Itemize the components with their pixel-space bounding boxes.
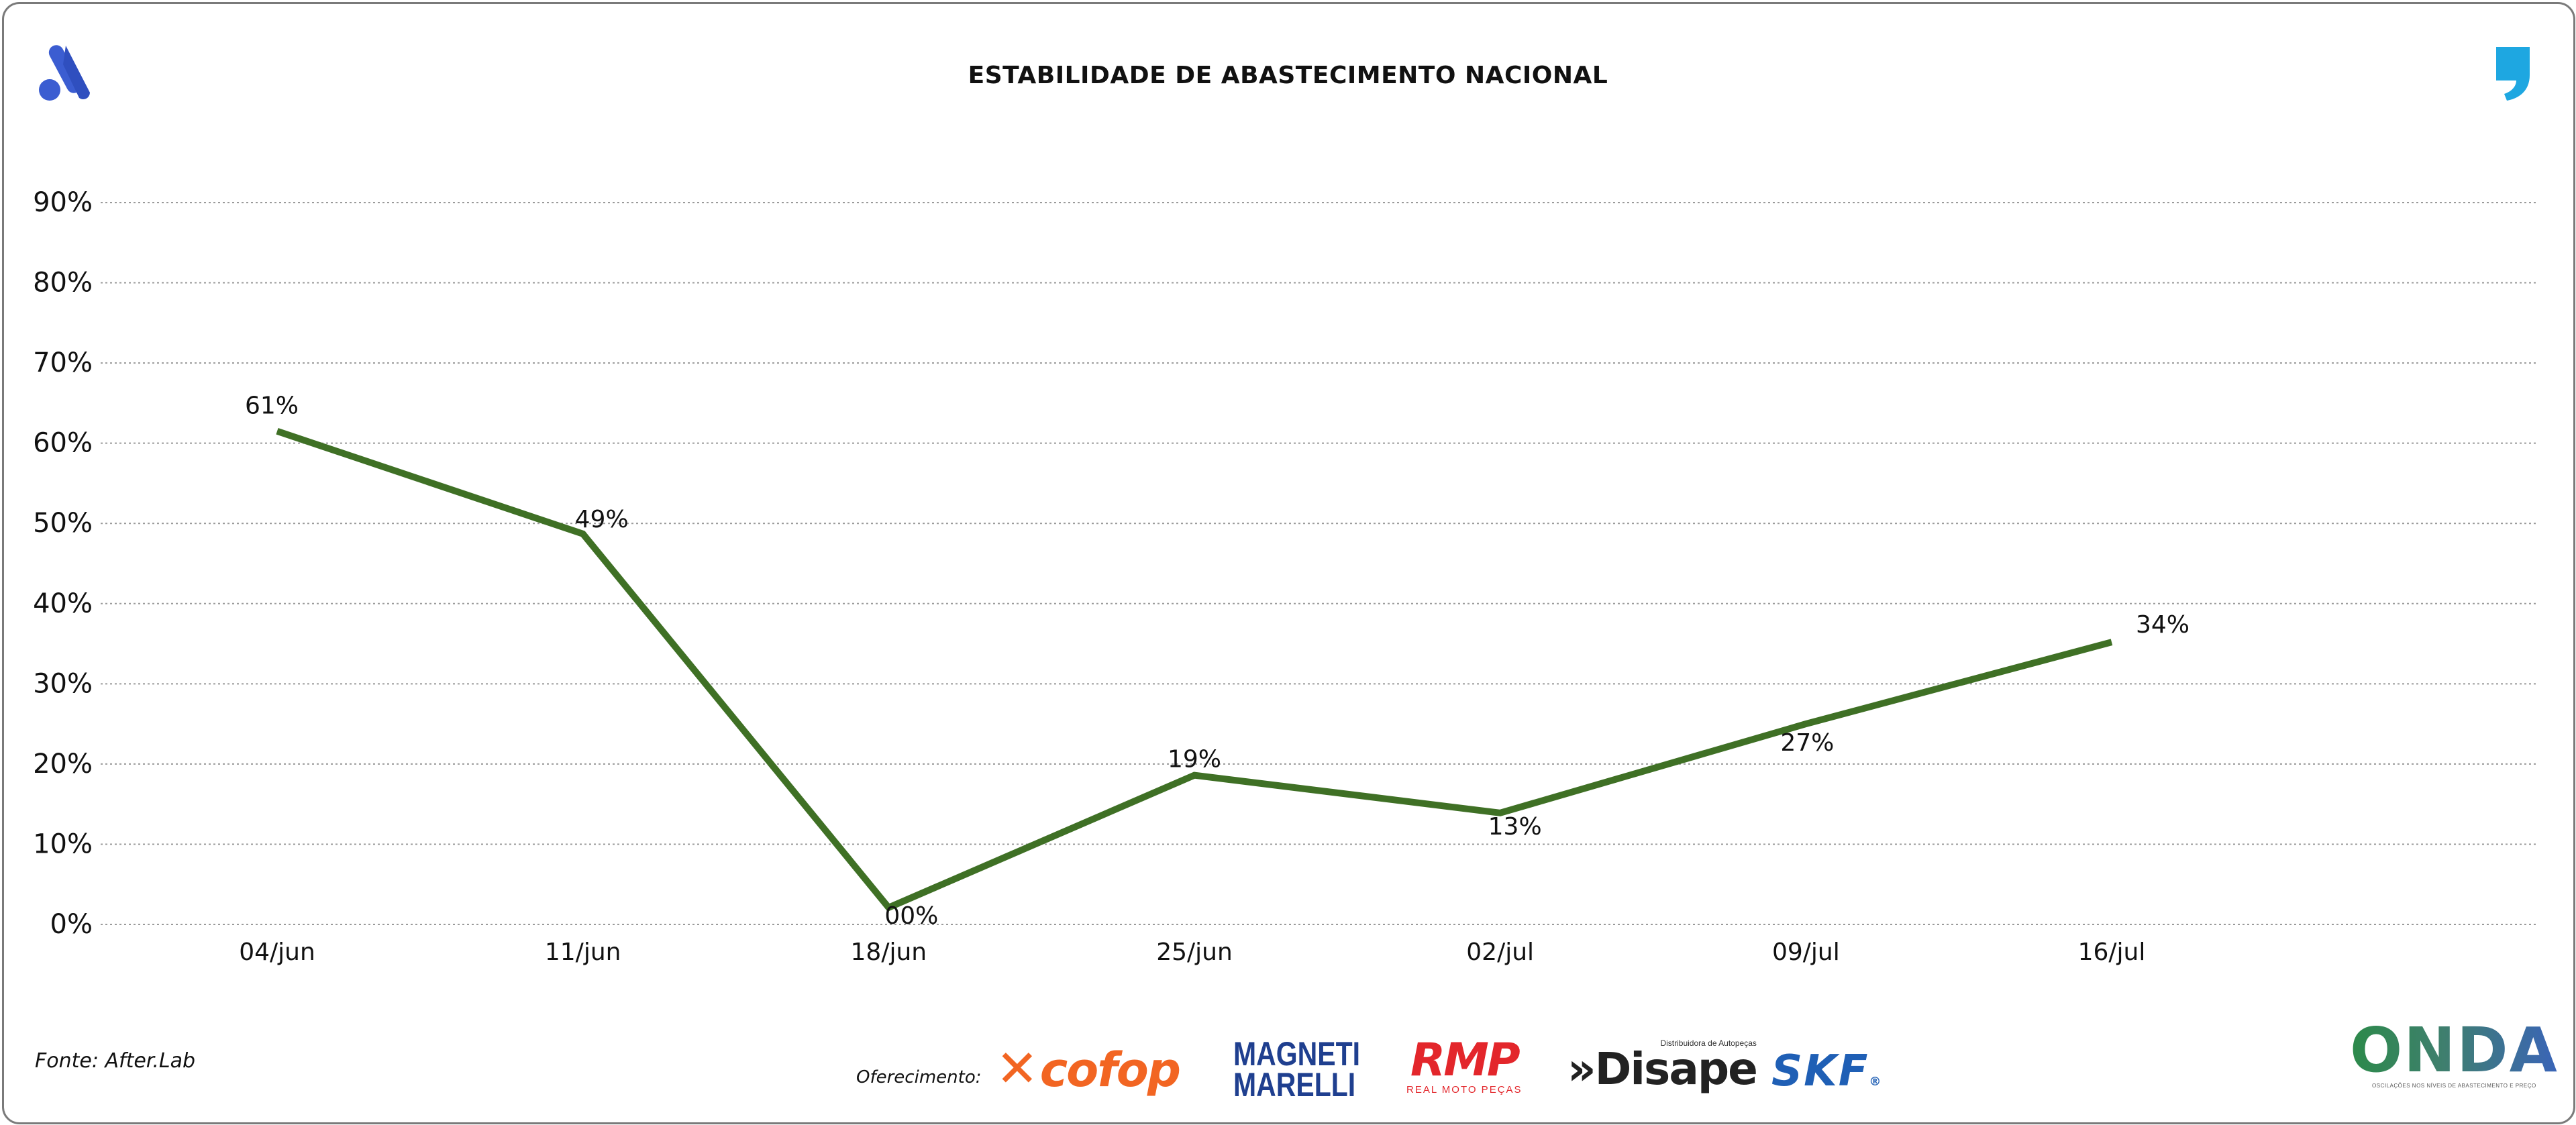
data-label: 34% [2136, 611, 2189, 639]
onda-logo-text: ONDA [2350, 1014, 2559, 1086]
magneti-marelli-logo: MAGNETI MARELLI [1233, 1035, 1361, 1104]
rmp-logo: RMP REAL MOTO PEÇAS [1406, 1034, 1523, 1096]
y-tick-label: 20% [33, 749, 93, 780]
skf-logo: SKF® [1771, 1047, 1882, 1096]
y-tick-label: 40% [33, 588, 93, 619]
x-tick-label: 11/jun [545, 939, 621, 966]
a-brand-logo-icon [39, 45, 90, 101]
data-label: 27% [1780, 729, 1834, 757]
series-layer [276, 427, 2113, 912]
data-labels: 61% 49% 00% 19% 13% 27% 34% [245, 392, 2189, 930]
disape-logo-text: »Disape [1567, 1043, 1758, 1095]
x-tick-label: 04/jun [239, 939, 315, 966]
disape-tagline: Distribuidora de Autopeças [1660, 1038, 1757, 1048]
cofop-logo-text: cofop [1039, 1042, 1181, 1097]
y-tick-label: 0% [50, 909, 93, 940]
cofop-x-icon: ✕ [996, 1038, 1039, 1098]
onda-subtitle: OSCILAÇÕES NOS NÍVEIS DE ABASTECIMENTO E… [2372, 1083, 2536, 1089]
source-note: Fonte: After.Lab [35, 1049, 196, 1073]
x-tick-label: 25/jun [1156, 939, 1233, 966]
sponsor-label: Oferecimento: [856, 1067, 982, 1087]
comma-brand-logo-icon [2496, 47, 2530, 101]
data-label: 49% [575, 506, 629, 533]
series-line [276, 427, 2113, 912]
x-tick-label: 02/jul [1466, 939, 1534, 966]
skf-logo-text: SKF [1771, 1047, 1869, 1096]
disape-logo: Distribuidora de Autopeças »Disape [1567, 1038, 1758, 1095]
magneti-line1: MAGNETI [1233, 1035, 1361, 1073]
data-label: 00% [884, 902, 938, 930]
grid-lines [101, 202, 2536, 925]
rmp-logo-text: RMP [1410, 1034, 1521, 1087]
data-label: 61% [245, 392, 299, 420]
y-tick-label: 10% [33, 828, 93, 859]
y-tick-label: 60% [33, 428, 93, 459]
chart-title: ESTABILIDADE DE ABASTECIMENTO NACIONAL [968, 62, 1608, 89]
magneti-line2: MARELLI [1233, 1066, 1356, 1104]
cofop-logo: ✕cofop [996, 1038, 1181, 1098]
data-label: 19% [1168, 746, 1221, 773]
y-tick-label: 30% [33, 668, 93, 699]
y-axis-ticks: 0% 10% 20% 30% 40% 50% 60% 70% 80% 90% [33, 187, 93, 940]
x-tick-label: 09/jul [1772, 939, 1840, 966]
y-tick-label: 70% [33, 347, 93, 378]
x-tick-label: 16/jul [2078, 939, 2146, 966]
onda-logo: ONDA OSCILAÇÕES NOS NÍVEIS DE ABASTECIME… [2350, 1018, 2559, 1089]
y-tick-label: 50% [33, 508, 93, 539]
data-label: 13% [1488, 813, 1542, 841]
x-tick-label: 18/jun [851, 939, 927, 966]
y-tick-label: 80% [33, 268, 93, 299]
rmp-subtitle: REAL MOTO PEÇAS [1406, 1084, 1523, 1095]
y-tick-label: 90% [33, 187, 93, 218]
x-axis-ticks: 04/jun 11/jun 18/jun 25/jun 02/jul 09/jul 16/j… [239, 939, 2145, 966]
skf-registered-mark: ® [1869, 1075, 1883, 1089]
